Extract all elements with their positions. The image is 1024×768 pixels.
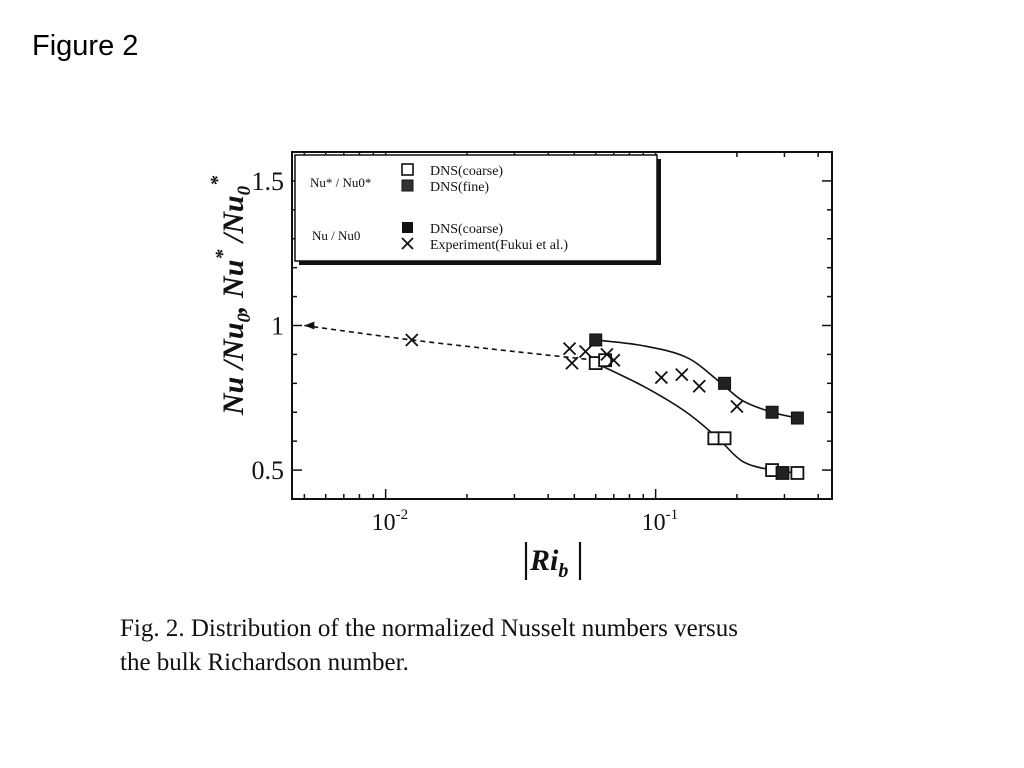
open-square-marker: [790, 466, 805, 480]
data-markers: [405, 333, 805, 480]
cross-marker: [730, 399, 744, 414]
caption-line-2: the bulk Richardson number.: [120, 649, 409, 676]
cross-marker: [405, 333, 419, 347]
open-square-marker: [717, 431, 732, 446]
cross-stroke: [730, 399, 744, 414]
cross-stroke: [405, 333, 419, 347]
cross-marker: [562, 341, 577, 356]
cross-marker: [578, 344, 593, 359]
y-tick-label: 0.5: [252, 456, 285, 485]
cross-marker: [565, 356, 579, 370]
cross-stroke: [562, 341, 577, 356]
legend-marker-filled-square: [401, 179, 414, 192]
cross-stroke: [600, 347, 614, 362]
legend-entry-4: Experiment(Fukui et al.): [430, 238, 568, 253]
open-square-marker: [598, 353, 613, 368]
y-tick-label: 1: [271, 312, 284, 341]
x-tick-labels: 10-2 10-1: [372, 507, 679, 536]
legend-entry-1: DNS(coarse): [430, 164, 503, 179]
cross-marker: [654, 370, 668, 385]
figure-caption: Fig. 2. Distribution of the normalized N…: [120, 612, 940, 680]
filled-square-marker: [775, 466, 789, 480]
x-axis-title: Rib: [524, 542, 582, 582]
legend-marker-filled-square: [402, 222, 413, 233]
legend-group-label-1: Nu* / Nu0*: [310, 175, 371, 190]
x-tick-label: 10-1: [642, 507, 679, 536]
legend-box: [294, 154, 658, 262]
legend: Nu* / Nu0* DNS(coarse) DNS(fine) Nu / Nu…: [294, 154, 661, 265]
cross-stroke: [578, 344, 593, 359]
filled-square-marker: [765, 405, 779, 419]
x-tick-label: 10-2: [372, 507, 409, 536]
cross-stroke: [654, 370, 668, 385]
svg-text:Rib: Rib: [529, 544, 568, 582]
cross-stroke: [675, 368, 689, 382]
legend-entry-2: DNS(fine): [430, 180, 489, 195]
cross-stroke: [565, 356, 579, 370]
caption-line-1: Fig. 2. Distribution of the normalized N…: [120, 615, 738, 642]
filled-square-marker: [589, 333, 603, 347]
filled-square-marker: [718, 376, 732, 390]
cross-marker: [607, 353, 621, 367]
y-axis-title: Nu /Nu0, Nu* /Nu0*: [207, 175, 255, 416]
legend-marker-open-square: [401, 163, 414, 176]
slide-title: Figure 2: [32, 30, 139, 62]
y-tick-labels: 0.5 1 1.5: [252, 167, 285, 485]
chart: 10-2 10-1 0.5 1 1.5 Nu* / Nu0* DNS(coarse) …: [207, 151, 833, 582]
fit-curves: [304, 321, 798, 474]
svg-text:Nu /Nu0, Nu* /Nu0*: Nu /Nu0, Nu* /Nu0*: [207, 175, 255, 416]
legend-group-label-2: Nu / Nu0: [312, 228, 360, 243]
y-tick-label: 1.5: [252, 167, 285, 196]
legend-marker-cross: [401, 237, 414, 250]
curve-arrowhead: [304, 321, 315, 330]
fit-curve-1: [304, 324, 596, 361]
legend-entry-3: DNS(coarse): [430, 222, 503, 237]
cross-stroke: [692, 379, 706, 393]
cross-stroke: [607, 353, 621, 367]
cross-marker: [675, 368, 689, 382]
cross-marker: [692, 379, 706, 393]
filled-square-marker: [790, 411, 804, 425]
